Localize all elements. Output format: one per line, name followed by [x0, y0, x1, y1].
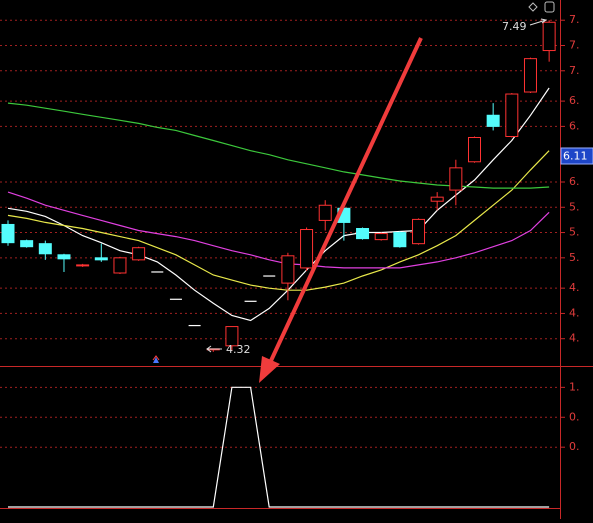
last-label: 6.11 [563, 150, 588, 163]
pointer-shaft [267, 37, 423, 366]
y-tick-label: 6. [569, 119, 580, 132]
y-tick-label: 5. [569, 226, 580, 239]
y-tick-label: 7. [569, 13, 580, 26]
y-tick-label: 6. [569, 94, 580, 107]
line-series [7, 191, 550, 269]
candle-body [449, 167, 463, 191]
candle-body [300, 229, 314, 269]
low-arrow [206, 345, 222, 353]
y-tick-label: 7. [569, 38, 580, 51]
candle-body [356, 228, 370, 240]
candle-body [1, 223, 15, 244]
candle-body [412, 218, 426, 245]
plot: 7. 7. 7. 6. 6. 6. 5. 5. 5. 4. 4. 4. 1. 0. 0. [0, 13, 580, 508]
marker [152, 355, 160, 361]
candle-body [76, 264, 90, 267]
y-tick-label: 4. [569, 332, 580, 345]
marker [153, 357, 159, 363]
y-tick-label: 5. [569, 200, 580, 213]
candle-body [20, 240, 34, 248]
candle-body [94, 257, 108, 261]
candle-body [523, 58, 537, 93]
candle-body [132, 247, 146, 261]
y-tick-label: 6. [569, 175, 580, 188]
candle-body [393, 232, 407, 248]
y-tick-label: 1. [569, 380, 580, 393]
candle-body [430, 196, 444, 202]
candle-body [486, 114, 500, 127]
y-tick-label: 4. [569, 306, 580, 319]
candle-body [57, 254, 71, 260]
high-label: 7.49 [502, 20, 527, 33]
candle-body [505, 93, 519, 137]
y-tick-label: 0. [569, 410, 580, 423]
y-tick-label: 7. [569, 64, 580, 77]
line-series [7, 87, 550, 322]
candle-body [374, 233, 388, 241]
candle-body [318, 204, 332, 221]
candle-body [38, 243, 52, 255]
last-label-box [560, 147, 593, 165]
y-tick-label: 4. [569, 281, 580, 294]
candle-body [225, 326, 239, 347]
candle-body [113, 257, 127, 274]
y-tick-label: 0. [569, 440, 580, 453]
line-series [7, 102, 550, 189]
pointer-arrow [259, 37, 423, 383]
icon[interactable] [544, 1, 555, 13]
line-series [7, 150, 550, 291]
line-series [8, 386, 550, 508]
pointer-head [259, 356, 280, 383]
candle-body [542, 21, 556, 52]
candle-body [468, 137, 481, 163]
y-tick-label: 5. [569, 251, 580, 264]
icon[interactable] [528, 2, 538, 12]
low-label: 4.32 [226, 343, 251, 356]
high-arrow [529, 18, 548, 26]
candle-body [281, 255, 295, 284]
